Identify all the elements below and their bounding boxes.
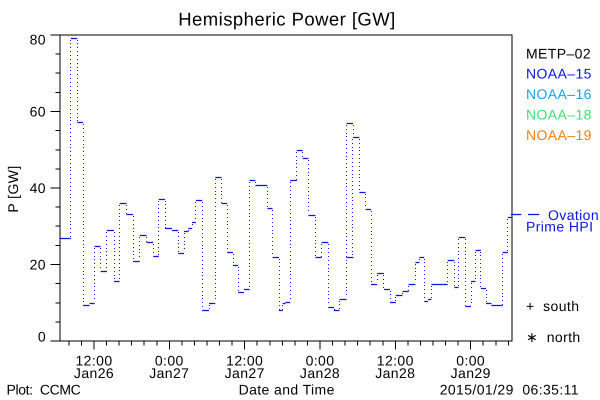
svg-text:0:00: 0:00 [155,353,184,369]
svg-text:0:00: 0:00 [306,353,335,369]
svg-text:20: 20 [30,257,46,273]
svg-text:40: 40 [30,180,46,196]
svg-text:Jan29: Jan29 [451,365,491,381]
svg-text:0:00: 0:00 [456,353,485,369]
svg-text:2015/01/29 06:35:11: 2015/01/29 06:35:11 [440,382,579,398]
svg-text:60: 60 [30,104,46,120]
svg-text:Prime HPI: Prime HPI [526,218,593,234]
svg-text:0: 0 [38,328,46,344]
svg-text:12:00: 12:00 [75,353,112,369]
svg-text:Jan28: Jan28 [300,365,340,381]
svg-text:NOAA–15: NOAA–15 [526,66,592,82]
svg-text:Jan28: Jan28 [375,365,415,381]
svg-text:Hemispheric Power [GW]: Hemispheric Power [GW] [178,9,396,30]
svg-text:Date and Time: Date and Time [239,382,335,398]
svg-text:Jan27: Jan27 [225,365,265,381]
svg-text:+ south: + south [526,298,579,314]
svg-text:Plot: CCMC: Plot: CCMC [7,382,81,398]
svg-text:Jan26: Jan26 [74,365,114,381]
svg-text:NOAA–19: NOAA–19 [526,127,592,143]
svg-text:80: 80 [30,32,46,48]
svg-text:∗ north: ∗ north [526,329,581,345]
svg-text:12:00: 12:00 [226,353,263,369]
svg-text:P [GW]: P [GW] [5,165,21,212]
svg-text:NOAA–16: NOAA–16 [526,86,592,102]
svg-text:Jan27: Jan27 [149,365,189,381]
svg-text:12:00: 12:00 [377,353,414,369]
svg-text:Ovation: Ovation [548,207,599,223]
svg-text:NOAA–18: NOAA–18 [526,106,592,122]
svg-text:METP–02: METP–02 [526,45,591,61]
